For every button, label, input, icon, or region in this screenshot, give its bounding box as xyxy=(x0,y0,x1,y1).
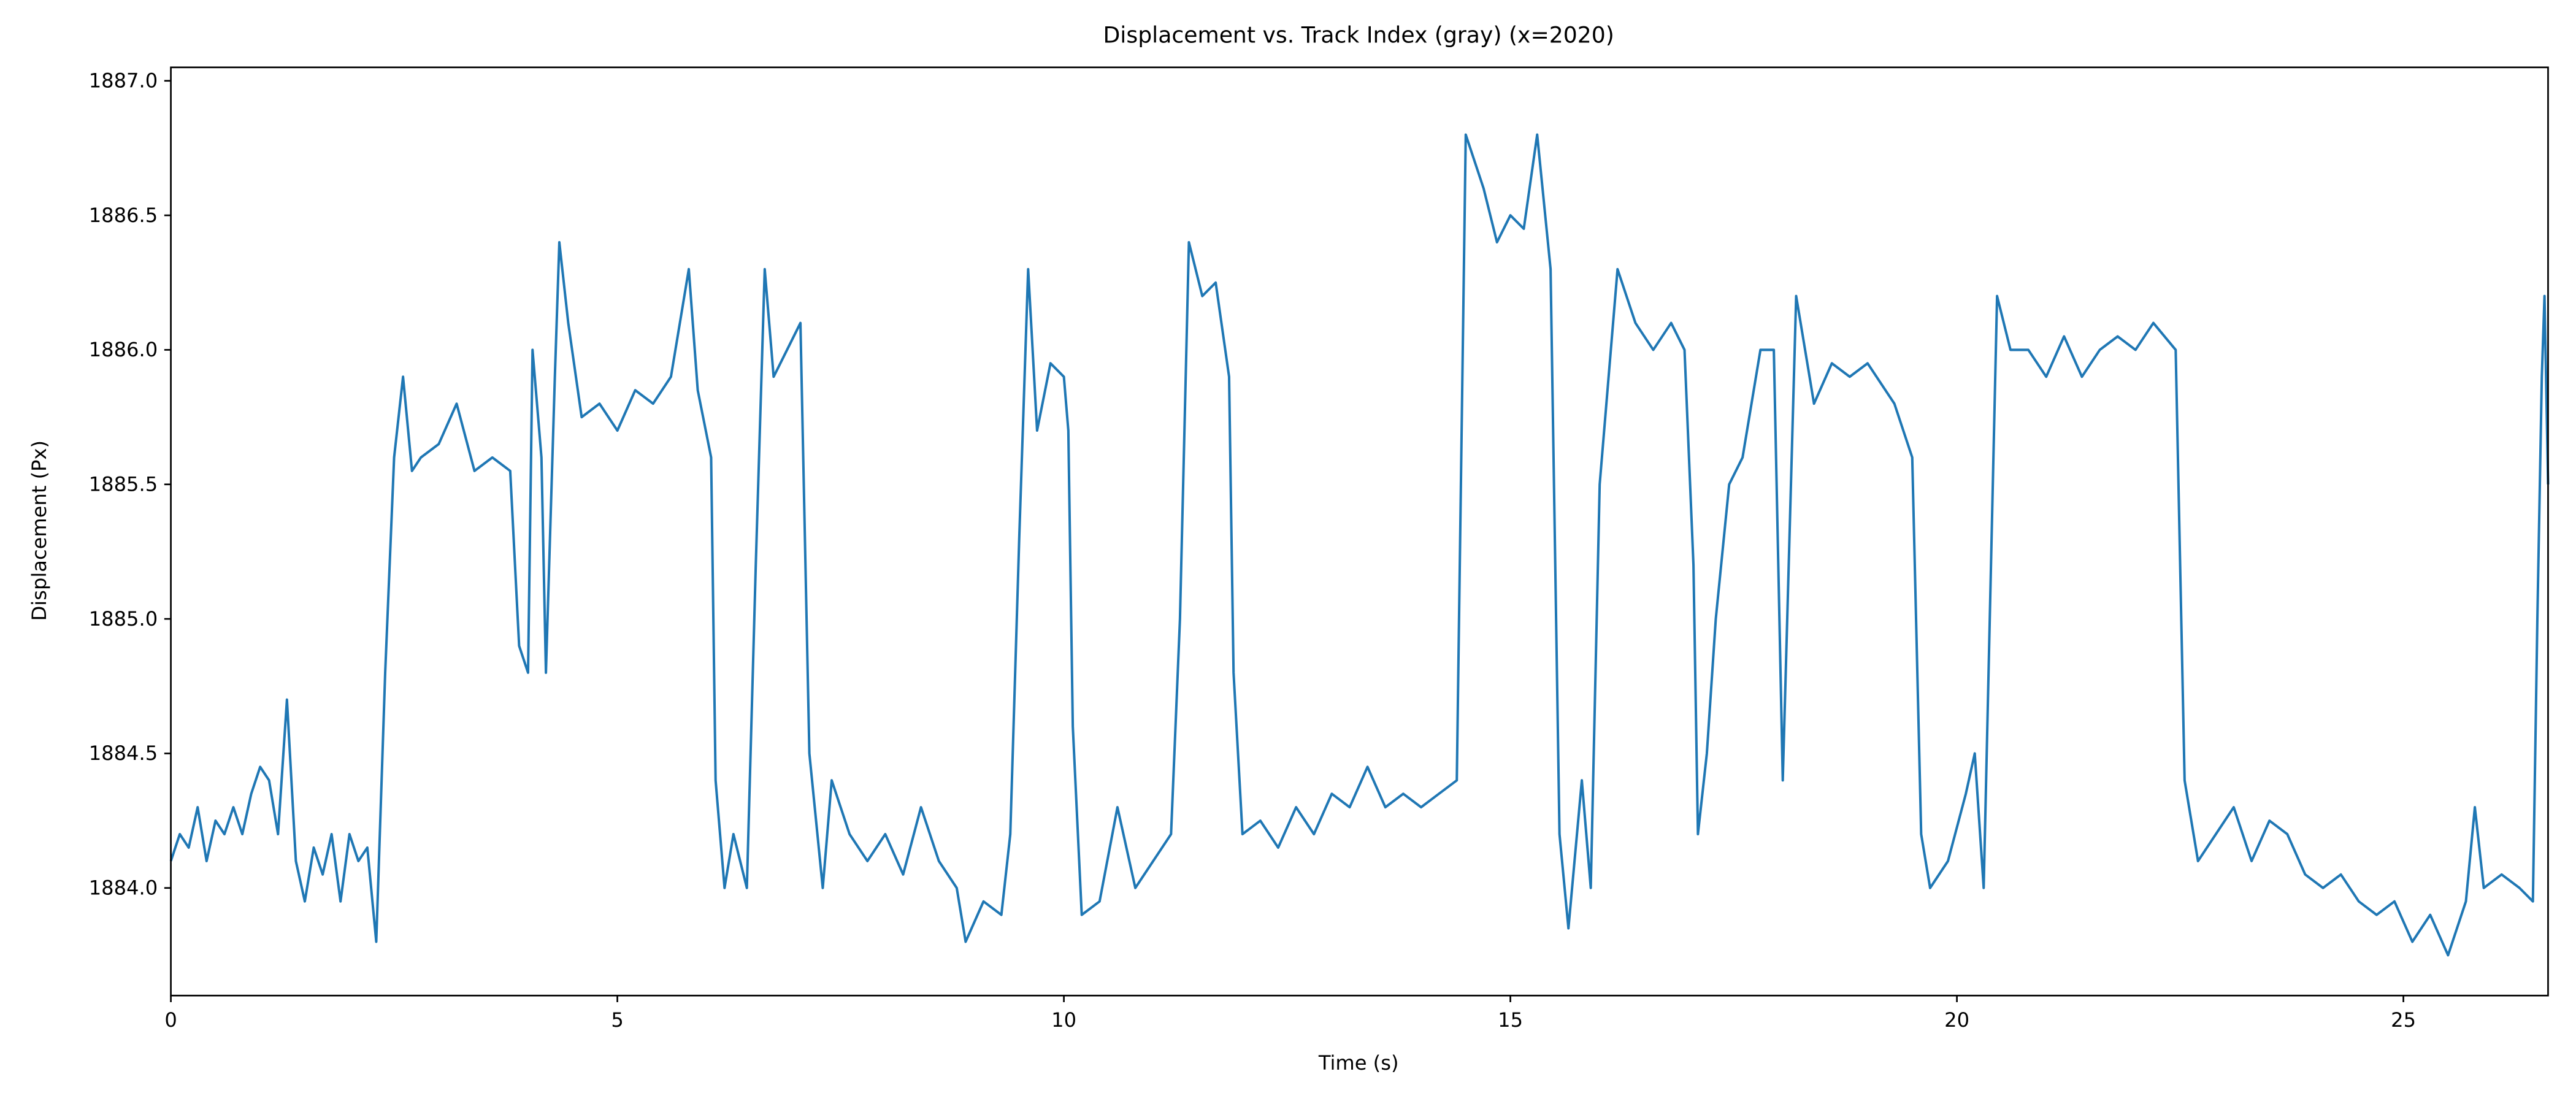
y-tick-label: 1884.5 xyxy=(89,742,158,765)
x-tick-label: 25 xyxy=(2391,1008,2416,1032)
x-tick-label: 20 xyxy=(1944,1008,1969,1032)
y-tick-label: 1885.5 xyxy=(89,472,158,496)
y-tick-label: 1886.5 xyxy=(89,204,158,227)
y-tick-label: 1887.0 xyxy=(89,69,158,92)
x-axis-label: Time (s) xyxy=(1318,1051,1399,1075)
y-axis-label: Displacement (Px) xyxy=(28,440,51,621)
x-tick-label: 15 xyxy=(1498,1008,1523,1032)
axes-frame xyxy=(170,66,2549,997)
data-line xyxy=(169,133,2550,957)
x-tick-label: 10 xyxy=(1051,1008,1076,1032)
plot-area xyxy=(169,133,2550,957)
x-tick-label: 0 xyxy=(164,1008,177,1032)
y-tick-label: 1885.0 xyxy=(89,607,158,631)
y-tick-label: 1884.0 xyxy=(89,876,158,899)
y-tick-label: 1886.0 xyxy=(89,338,158,361)
chart-title: Displacement vs. Track Index (gray) (x=2… xyxy=(1103,22,1614,48)
x-tick-label: 5 xyxy=(611,1008,623,1032)
